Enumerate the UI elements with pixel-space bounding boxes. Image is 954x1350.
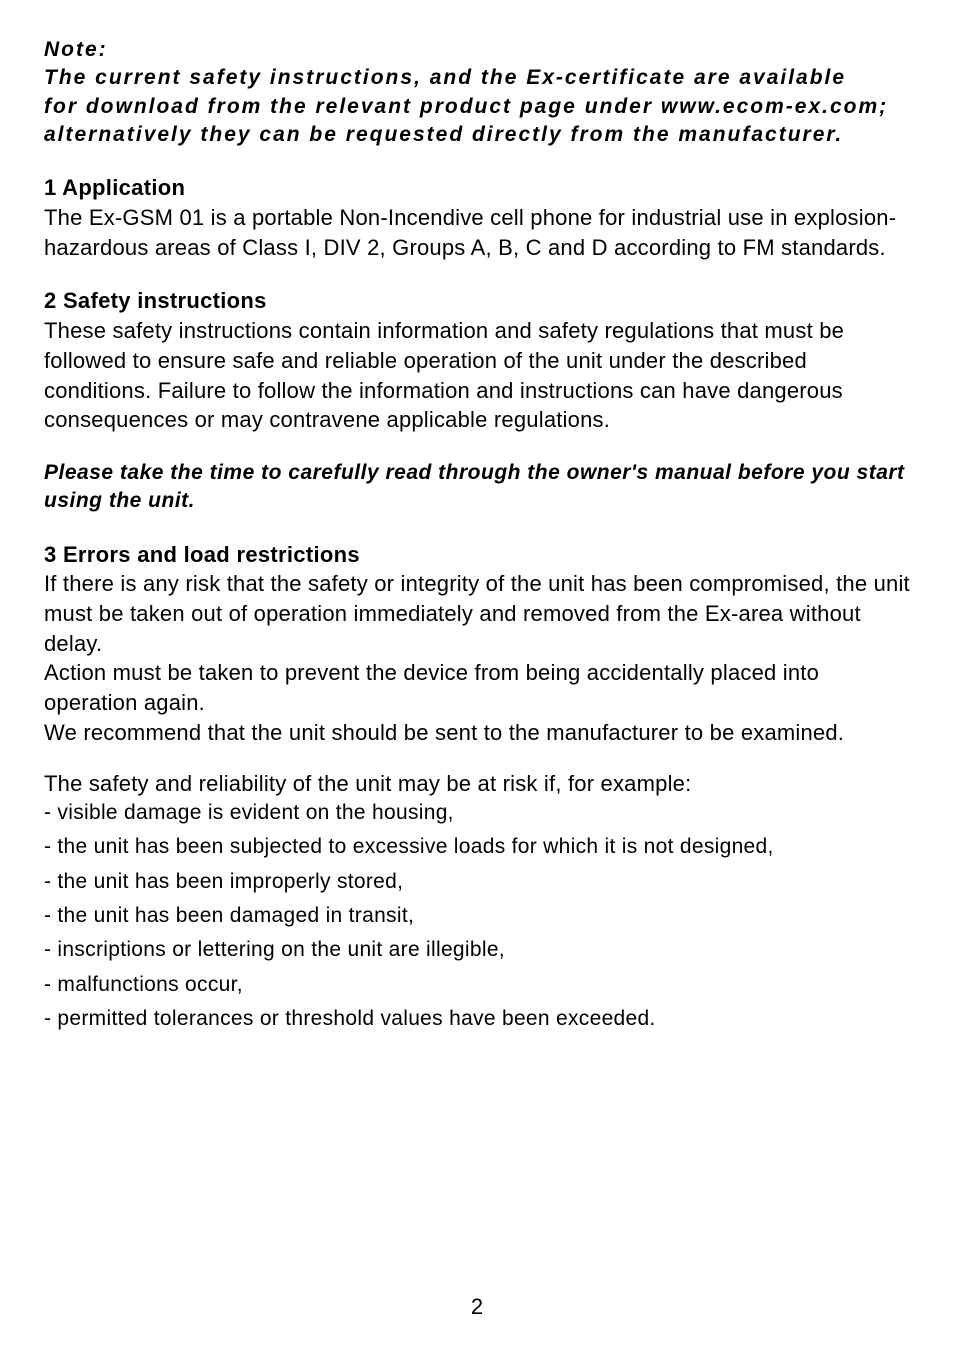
page-number: 2 (0, 1292, 954, 1322)
section-3-heading: 3 Errors and load restrictions (44, 540, 910, 570)
section-application: 1 Application The Ex-GSM 01 is a portabl… (44, 173, 910, 262)
section-3-p2: Action must be taken to prevent the devi… (44, 658, 910, 717)
section-3-intro: The safety and reliability of the unit m… (44, 769, 910, 799)
section-2-heading: 2 Safety instructions (44, 286, 910, 316)
emphasis-paragraph: Please take the time to carefully read t… (44, 459, 910, 516)
section-3-p3: We recommend that the unit should be sen… (44, 718, 910, 748)
note-block: Note: The current safety instructions, a… (44, 36, 910, 149)
note-line-3: alternatively they can be requested dire… (44, 123, 843, 146)
section-1-body: The Ex-GSM 01 is a portable Non-Incendiv… (44, 203, 910, 262)
note-line-2: for download from the relevant product p… (44, 95, 888, 118)
bullet-list: - visible damage is evident on the housi… (44, 799, 910, 1033)
section-safety-instructions: 2 Safety instructions These safety instr… (44, 286, 910, 434)
section-3-p1: If there is any risk that the safety or … (44, 569, 910, 658)
bullet-item: - permitted tolerances or threshold valu… (44, 1005, 910, 1033)
section-1-heading: 1 Application (44, 173, 910, 203)
bullet-item: - the unit has been subjected to excessi… (44, 833, 910, 861)
note-label: Note: (44, 36, 910, 64)
bullet-item: - visible damage is evident on the housi… (44, 799, 910, 827)
note-line-1: The current safety instructions, and the… (44, 66, 846, 89)
bullet-item: - the unit has been improperly stored, (44, 868, 910, 896)
section-2-body: These safety instructions contain inform… (44, 316, 910, 435)
bullet-item: - malfunctions occur, (44, 971, 910, 999)
bullet-item: - the unit has been damaged in transit, (44, 902, 910, 930)
section-3-body: If there is any risk that the safety or … (44, 569, 910, 799)
section-errors-load: 3 Errors and load restrictions If there … (44, 540, 910, 1034)
bullet-item: - inscriptions or lettering on the unit … (44, 936, 910, 964)
